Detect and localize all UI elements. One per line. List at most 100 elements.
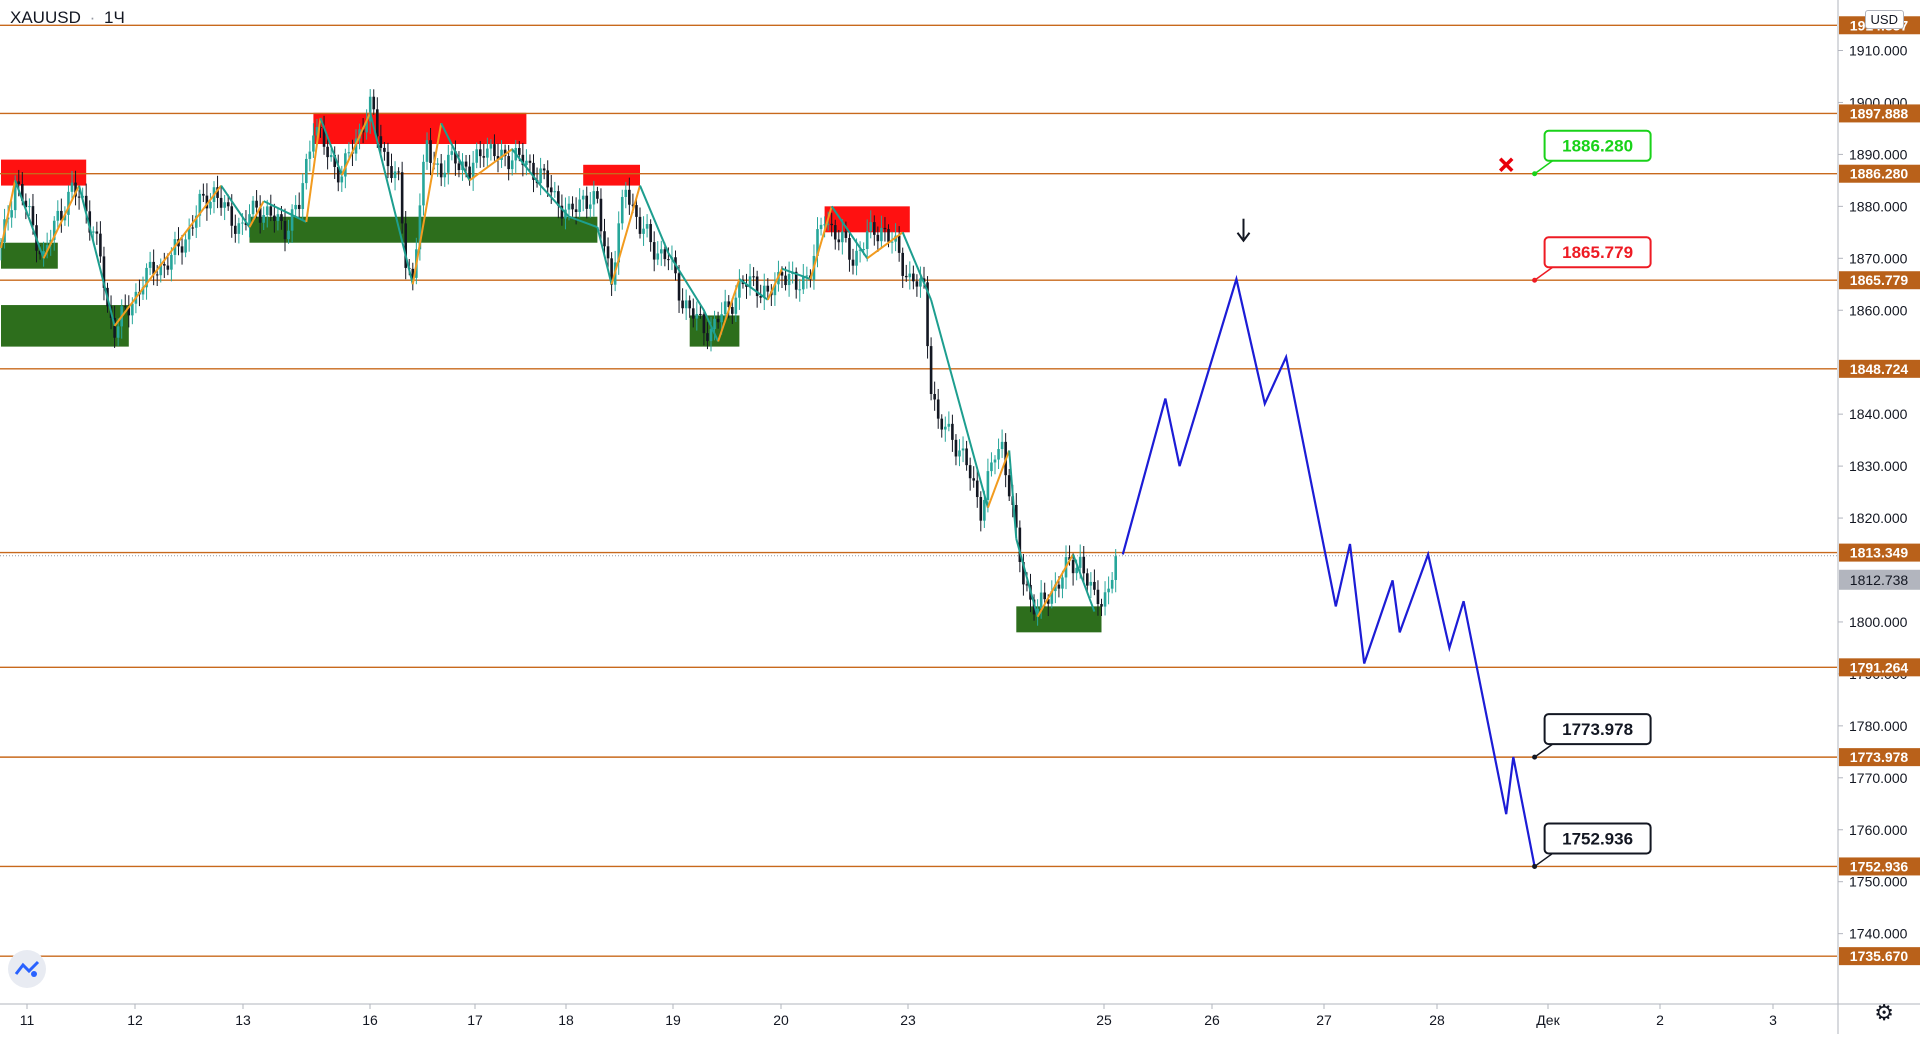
candle[interactable]	[56, 200, 60, 228]
callout-label[interactable]: 1752.936	[1562, 829, 1633, 848]
candle[interactable]	[897, 226, 901, 262]
level-price-tag[interactable]	[1839, 748, 1920, 767]
candle[interactable]	[216, 175, 219, 209]
candle[interactable]	[681, 288, 684, 314]
zigzag-segment[interactable]	[809, 206, 833, 280]
callout-box[interactable]	[1543, 236, 1652, 269]
candle[interactable]	[1071, 553, 1075, 586]
candle[interactable]	[219, 185, 223, 216]
zigzag-segment[interactable]	[511, 148, 542, 187]
candle[interactable]	[60, 198, 63, 233]
candle[interactable]	[1100, 598, 1103, 617]
callout-box[interactable]	[1543, 822, 1652, 855]
candle[interactable]	[1114, 549, 1117, 593]
candle[interactable]	[557, 185, 560, 219]
candle[interactable]	[539, 157, 542, 196]
candle[interactable]	[968, 457, 972, 491]
callout-label[interactable]: 1865.779	[1562, 243, 1633, 262]
zigzag-segment[interactable]	[781, 267, 811, 281]
candle[interactable]	[794, 267, 798, 299]
zigzag-segment[interactable]	[1036, 553, 1074, 618]
zigzag-segment[interactable]	[667, 252, 705, 311]
candle[interactable]	[628, 177, 631, 215]
candle[interactable]	[933, 381, 936, 411]
candle[interactable]	[986, 458, 990, 513]
callout-label[interactable]: 1773.978	[1562, 720, 1633, 739]
candle[interactable]	[393, 161, 397, 191]
candle[interactable]	[180, 234, 184, 265]
zigzag-segment[interactable]	[866, 231, 904, 260]
supply-zone[interactable]	[583, 164, 640, 186]
zigzag-segment[interactable]	[113, 184, 222, 327]
candle[interactable]	[979, 491, 983, 532]
candle[interactable]	[581, 189, 585, 212]
candle[interactable]	[294, 195, 297, 218]
candle[interactable]	[961, 436, 965, 463]
zigzag-segment[interactable]	[340, 112, 372, 176]
candle[interactable]	[265, 199, 269, 228]
zigzag-segment[interactable]	[639, 185, 670, 254]
candle[interactable]	[273, 203, 276, 233]
zigzag-segment[interactable]	[305, 117, 322, 223]
gear-icon[interactable]: ⚙	[1874, 1000, 1894, 1025]
candle[interactable]	[915, 274, 919, 297]
candle[interactable]	[386, 142, 390, 179]
candle[interactable]	[954, 434, 958, 466]
candle[interactable]	[642, 216, 645, 246]
candle[interactable]	[443, 160, 447, 187]
candle[interactable]	[209, 193, 212, 215]
demand-zone[interactable]	[1, 305, 129, 347]
zigzag-segment[interactable]	[738, 278, 769, 301]
candle[interactable]	[123, 294, 127, 312]
candle[interactable]	[684, 289, 688, 320]
candle[interactable]	[652, 231, 656, 272]
last-price-tag[interactable]	[1839, 569, 1920, 590]
candle[interactable]	[170, 247, 173, 282]
candle[interactable]	[276, 207, 280, 231]
candle[interactable]	[947, 411, 951, 432]
zigzag-segment[interactable]	[411, 123, 443, 285]
demand-zone[interactable]	[1016, 606, 1102, 633]
candle[interactable]	[702, 308, 706, 346]
candle[interactable]	[990, 452, 993, 477]
candle[interactable]	[457, 151, 461, 178]
candle[interactable]	[202, 183, 205, 203]
candle[interactable]	[858, 241, 862, 263]
candle[interactable]	[699, 304, 702, 319]
candle[interactable]	[620, 189, 624, 230]
candle[interactable]	[116, 318, 120, 346]
callout-box[interactable]	[1543, 129, 1652, 162]
candle[interactable]	[308, 140, 312, 172]
candle[interactable]	[127, 295, 131, 328]
candle[interactable]	[848, 233, 851, 272]
candle[interactable]	[645, 214, 649, 238]
candle[interactable]	[549, 174, 553, 204]
candle[interactable]	[422, 154, 425, 216]
candle[interactable]	[99, 221, 102, 263]
candle[interactable]	[993, 455, 997, 475]
candle[interactable]	[329, 148, 333, 162]
candle[interactable]	[936, 388, 940, 429]
candle[interactable]	[1054, 572, 1057, 604]
zigzag-segment[interactable]	[220, 185, 251, 228]
candle[interactable]	[521, 142, 525, 177]
candle[interactable]	[656, 241, 660, 266]
zigzag-segment[interactable]	[986, 450, 1011, 509]
candle[interactable]	[589, 192, 592, 218]
candle[interactable]	[493, 134, 496, 161]
candle[interactable]	[436, 157, 439, 177]
candle[interactable]	[965, 440, 968, 471]
candle[interactable]	[148, 251, 152, 276]
candle[interactable]	[102, 246, 106, 301]
candle[interactable]	[336, 154, 340, 192]
candle[interactable]	[404, 211, 407, 280]
candle[interactable]	[706, 322, 709, 350]
candle[interactable]	[471, 150, 475, 191]
symbol-name[interactable]: XAUUSD	[10, 8, 81, 27]
candle[interactable]	[368, 89, 372, 134]
zigzag-segment[interactable]	[539, 184, 570, 218]
candle[interactable]	[429, 128, 432, 176]
candle[interactable]	[855, 238, 858, 276]
candle[interactable]	[450, 146, 454, 161]
